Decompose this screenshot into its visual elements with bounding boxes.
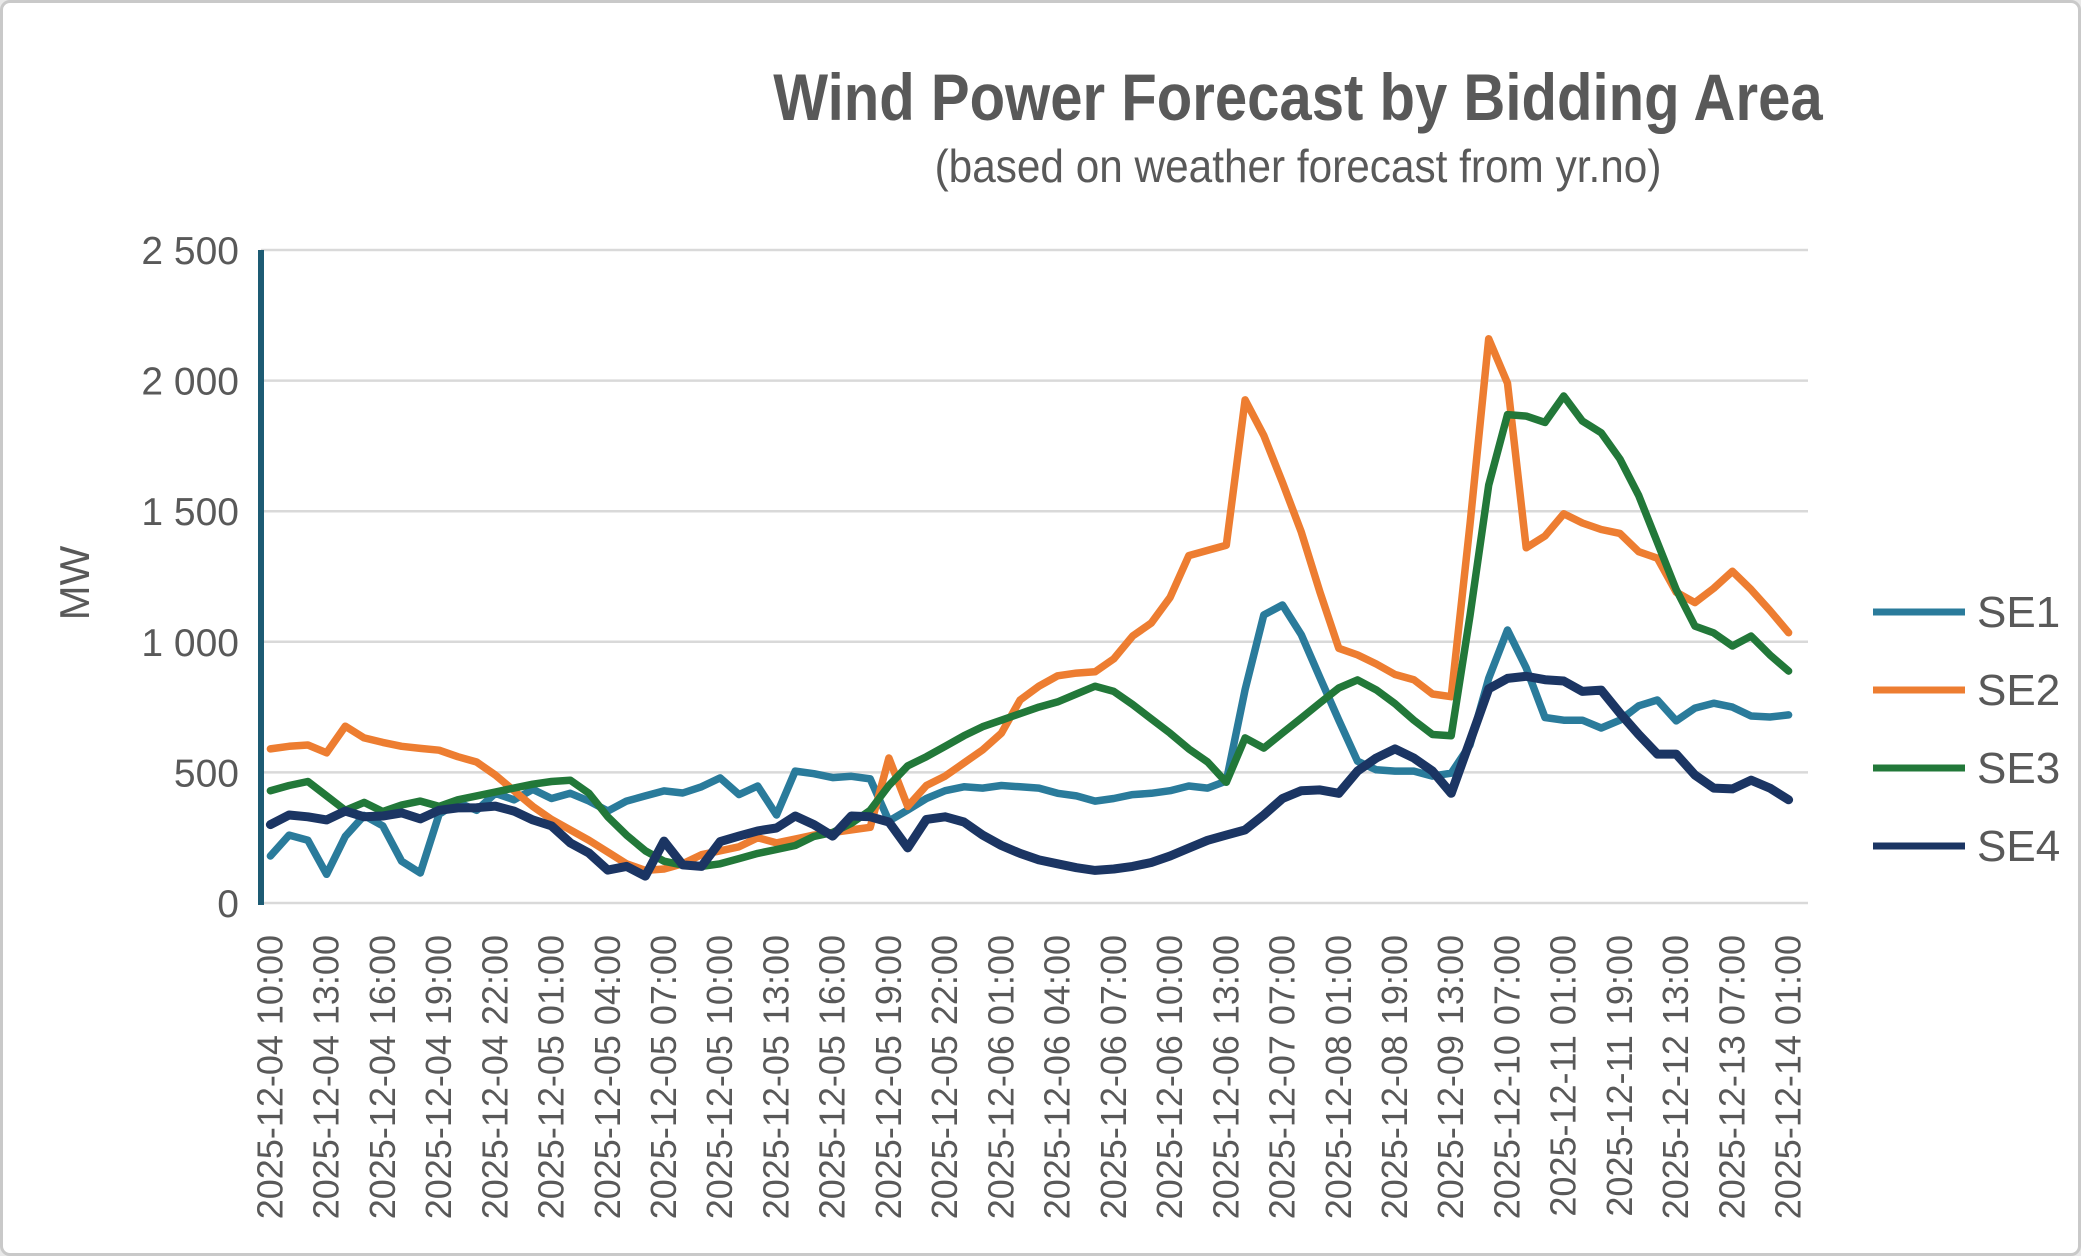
x-tick-label: 2025-12-08 01:00 bbox=[1318, 935, 1359, 1219]
x-tick-label: 2025-12-04 10:00 bbox=[249, 935, 290, 1219]
x-tick-label: 2025-12-04 13:00 bbox=[306, 935, 347, 1219]
x-tick-label: 2025-12-13 07:00 bbox=[1711, 935, 1752, 1219]
x-tick-label: 2025-12-11 19:00 bbox=[1599, 935, 1640, 1217]
x-tick-label: 2025-12-11 01:00 bbox=[1543, 935, 1584, 1217]
legend-label-SE3: SE3 bbox=[1977, 744, 2060, 793]
x-tick-label: 2025-12-05 13:00 bbox=[755, 935, 796, 1219]
x-tick-label: 2025-12-05 19:00 bbox=[868, 935, 909, 1219]
legend-label-SE1: SE1 bbox=[1977, 588, 2060, 637]
x-tick-label: 2025-12-04 19:00 bbox=[418, 935, 459, 1219]
x-tick-label: 2025-12-04 22:00 bbox=[474, 935, 515, 1219]
y-tick-label: 500 bbox=[174, 752, 239, 795]
x-tick-label: 2025-12-10 07:00 bbox=[1486, 935, 1527, 1219]
x-tick-label: 2025-12-06 04:00 bbox=[1037, 935, 1078, 1219]
series-line-SE1 bbox=[266, 601, 1793, 879]
legend-label-SE4: SE4 bbox=[1977, 822, 2060, 871]
y-tick-label: 1 000 bbox=[141, 622, 239, 665]
x-tick-label: 2025-12-09 13:00 bbox=[1430, 935, 1471, 1219]
x-tick-label: 2025-12-06 10:00 bbox=[1149, 935, 1190, 1219]
y-tick-label: 2 500 bbox=[141, 230, 239, 273]
x-tick-label: 2025-12-12 13:00 bbox=[1655, 935, 1696, 1219]
series-line-SE2 bbox=[266, 335, 1793, 875]
legend-label-SE2: SE2 bbox=[1977, 666, 2060, 715]
y-tick-label: 0 bbox=[217, 883, 239, 926]
x-tick-label: 2025-12-05 16:00 bbox=[812, 935, 853, 1219]
y-tick-label: 1 500 bbox=[141, 491, 239, 534]
x-tick-label: 2025-12-06 13:00 bbox=[1205, 935, 1246, 1219]
x-tick-label: 2025-12-05 01:00 bbox=[531, 935, 572, 1219]
x-tick-label: 2025-12-05 10:00 bbox=[699, 935, 740, 1219]
x-tick-label: 2025-12-08 19:00 bbox=[1374, 935, 1415, 1219]
x-tick-label: 2025-12-06 01:00 bbox=[980, 935, 1021, 1219]
chart-subtitle: (based on weather forecast from yr.no) bbox=[934, 140, 1662, 192]
line-chart: MW 0 500 1 000 1 500 2 000 2 500 2025-12-04 10… bbox=[51, 230, 2060, 1219]
x-tick-label: 2025-12-05 07:00 bbox=[643, 935, 684, 1219]
x-tick-label: 2025-12-05 04:00 bbox=[587, 935, 628, 1219]
series-line-SE4 bbox=[265, 671, 1794, 881]
chart-title: Wind Power Forecast by Bidding Area bbox=[773, 60, 1823, 134]
y-tick-label: 2 000 bbox=[141, 361, 239, 404]
x-tick-label: 2025-12-07 07:00 bbox=[1262, 935, 1303, 1219]
x-tick-label: 2025-12-06 07:00 bbox=[1093, 935, 1134, 1219]
x-tick-label: 2025-12-05 22:00 bbox=[924, 935, 965, 1219]
y-axis-title: MW bbox=[51, 545, 98, 620]
x-tick-label: 2025-12-14 01:00 bbox=[1768, 935, 1809, 1219]
series-line-SE3 bbox=[266, 392, 1793, 871]
x-tick-label: 2025-12-04 16:00 bbox=[362, 935, 403, 1219]
